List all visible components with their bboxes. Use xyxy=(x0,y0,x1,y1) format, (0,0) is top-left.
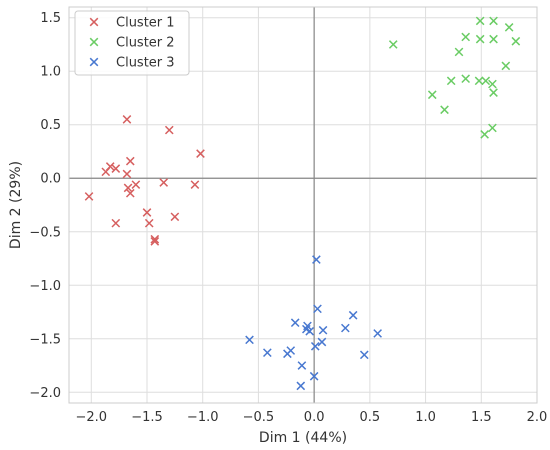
point-cluster-1 xyxy=(125,188,135,198)
point-cluster-3 xyxy=(348,310,358,320)
point-cluster-2 xyxy=(440,105,449,115)
y-tick-label: −2.0 xyxy=(29,386,61,401)
point-cluster-1 xyxy=(196,149,205,158)
point-cluster-2 xyxy=(475,34,485,44)
point-cluster-2 xyxy=(488,123,497,133)
point-cluster-3 xyxy=(263,348,272,358)
point-cluster-2 xyxy=(446,76,456,86)
point-cluster-3 xyxy=(245,335,254,345)
point-cluster-2 xyxy=(454,47,464,57)
point-cluster-1 xyxy=(123,183,133,193)
point-cluster-1 xyxy=(84,192,94,201)
y-tick-label: 1.0 xyxy=(40,65,61,80)
legend-marker-cluster-2 xyxy=(89,37,99,47)
point-cluster-2 xyxy=(504,23,514,32)
point-cluster-3 xyxy=(290,318,300,328)
point-cluster-1 xyxy=(150,237,160,246)
point-cluster-3 xyxy=(312,255,321,264)
point-cluster-1 xyxy=(111,164,121,173)
point-cluster-1 xyxy=(190,180,200,189)
x-axis-label: Dim 1 (44%) xyxy=(259,430,347,446)
legend-label-cluster-2: Cluster 2 xyxy=(116,36,175,51)
x-tick-label: 0.5 xyxy=(360,410,381,425)
point-cluster-3 xyxy=(296,381,306,391)
point-cluster-1 xyxy=(111,218,121,228)
legend: Cluster 1 Cluster 2 Cluster 3 xyxy=(74,10,190,76)
point-cluster-1 xyxy=(122,169,132,179)
point-cluster-2 xyxy=(461,74,471,84)
x-tick-label: −0.5 xyxy=(243,410,275,425)
point-cluster-3 xyxy=(317,337,327,347)
point-cluster-2 xyxy=(461,32,471,42)
point-cluster-2 xyxy=(480,130,489,139)
y-tick-label: −1.5 xyxy=(29,332,61,347)
point-cluster-3 xyxy=(341,323,350,333)
legend-marker-cluster-1 xyxy=(89,17,99,27)
point-cluster-2 xyxy=(481,76,491,86)
y-tick-label: 0.0 xyxy=(40,172,61,187)
x-tick-label: 1.5 xyxy=(471,410,492,425)
point-cluster-2 xyxy=(501,61,511,71)
point-cluster-1 xyxy=(170,212,180,222)
zero-lines xyxy=(69,7,537,403)
point-cluster-2 xyxy=(489,16,498,26)
legend-box xyxy=(74,10,190,76)
point-cluster-2 xyxy=(488,79,497,89)
x-tick-label: 0.0 xyxy=(304,410,325,425)
x-tick-label: −2.0 xyxy=(75,410,107,425)
point-cluster-2 xyxy=(474,76,484,86)
point-cluster-1 xyxy=(144,218,154,228)
point-cluster-3 xyxy=(309,371,319,381)
data-points xyxy=(84,16,521,391)
point-cluster-1 xyxy=(142,208,152,217)
x-tick-label: 1.0 xyxy=(415,410,436,425)
x-tick-label: −1.5 xyxy=(131,410,163,425)
y-tick-labels: −2.0 −1.5 −1.0 −0.5 0.0 0.5 1.0 1.5 xyxy=(29,11,61,401)
point-cluster-3 xyxy=(359,350,369,360)
point-cluster-1 xyxy=(122,115,132,124)
point-cluster-2 xyxy=(511,36,521,46)
point-cluster-3 xyxy=(305,326,315,336)
legend-marker-cluster-3 xyxy=(89,57,99,67)
point-cluster-1 xyxy=(164,125,174,135)
legend-label-cluster-3: Cluster 3 xyxy=(116,56,175,71)
point-cluster-3 xyxy=(283,349,292,359)
x-tick-label: 2.0 xyxy=(527,410,548,425)
y-tick-label: −1.0 xyxy=(29,279,61,294)
point-cluster-1 xyxy=(159,178,169,187)
y-axis-label: Dim 2 (29%) xyxy=(8,161,24,249)
y-tick-label: 1.5 xyxy=(40,11,61,26)
point-cluster-1 xyxy=(150,234,160,244)
plot-border xyxy=(68,6,538,404)
point-cluster-3 xyxy=(310,341,320,351)
x-tick-label: −1.0 xyxy=(187,410,219,425)
point-cluster-2 xyxy=(475,16,485,26)
y-tick-label: 0.5 xyxy=(40,118,61,133)
point-cluster-2 xyxy=(489,34,498,44)
point-cluster-1 xyxy=(125,156,135,166)
point-cluster-3 xyxy=(318,325,328,335)
legend-label-cluster-1: Cluster 1 xyxy=(116,16,175,31)
point-cluster-1 xyxy=(101,167,111,177)
x-tick-labels: −2.0 −1.5 −1.0 −0.5 0.0 0.5 1.0 1.5 2.0 xyxy=(75,410,547,425)
point-cluster-2 xyxy=(388,40,398,49)
point-cluster-2 xyxy=(427,90,437,100)
point-cluster-3 xyxy=(373,329,382,338)
point-cluster-1 xyxy=(131,180,141,189)
y-tick-label: −0.5 xyxy=(29,225,61,240)
point-cluster-3 xyxy=(313,304,322,314)
point-cluster-2 xyxy=(489,88,498,97)
point-cluster-3 xyxy=(297,361,307,370)
